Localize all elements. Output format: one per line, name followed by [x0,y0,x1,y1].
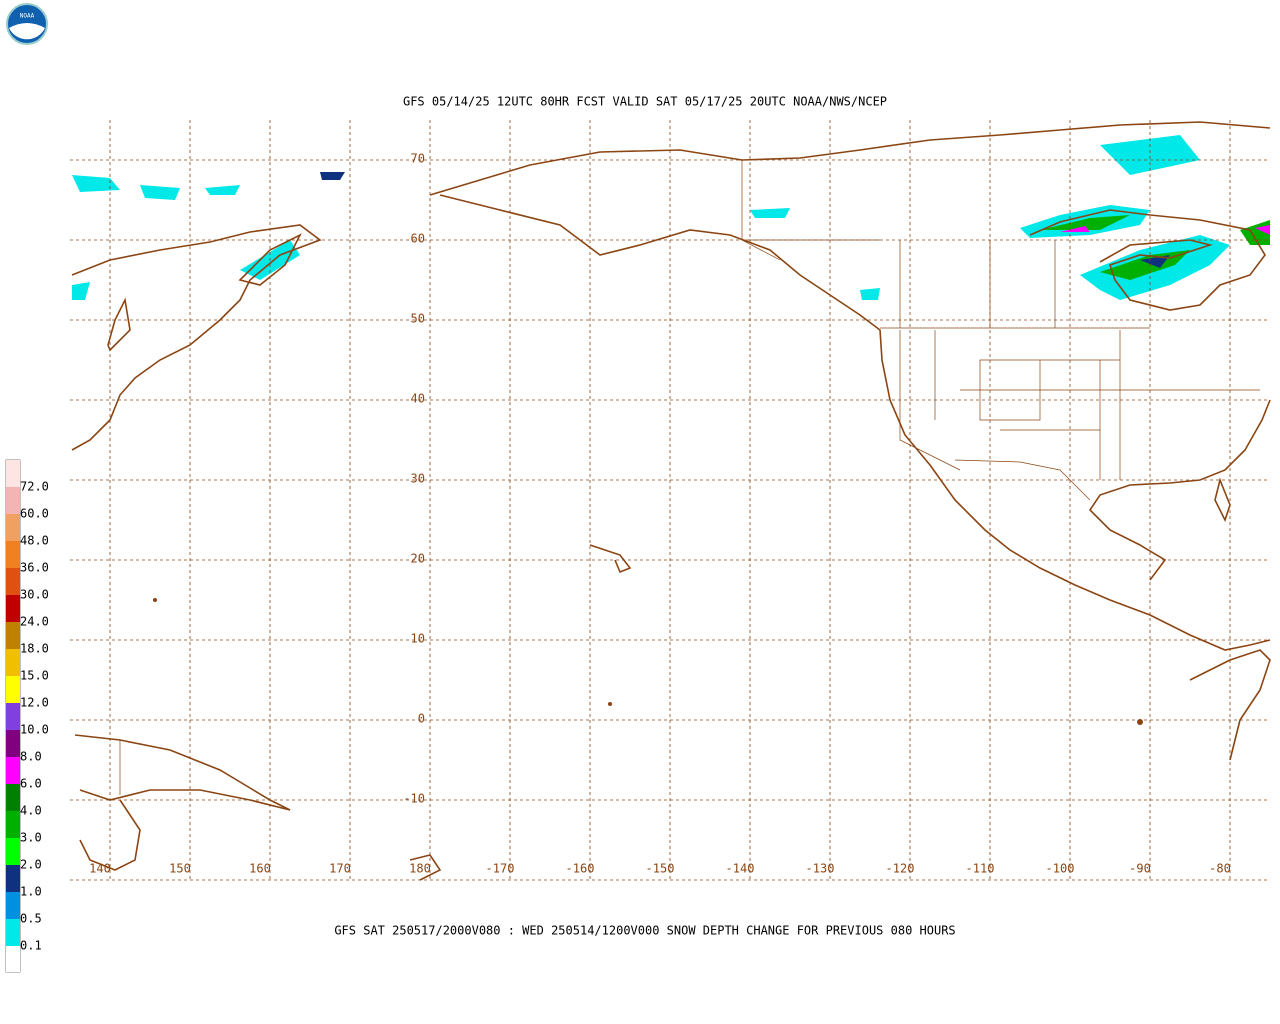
lat-label: 0 [418,712,425,726]
legend-label: 0.1 [20,939,42,953]
legend-swatch [6,730,20,757]
legend-swatch [6,622,20,649]
lon-label: -150 [646,862,675,876]
lon-label: -100 [1046,862,1075,876]
legend-swatch [6,703,20,730]
legend-label: 8.0 [20,750,42,764]
lon-label: -90 [1129,862,1151,876]
legend-swatch [6,865,20,892]
legend-label: 72.0 [20,480,49,494]
lat-label: 10 [411,632,425,646]
legend-label: 0.5 [20,912,42,926]
lat-label: 60 [411,232,425,246]
legend-label: 3.0 [20,831,42,845]
lat-label: 20 [411,552,425,566]
lon-label: -110 [966,862,995,876]
legend-swatch [6,649,20,676]
legend-swatch [6,460,20,487]
svg-text:NOAA: NOAA [20,13,35,20]
snow-areas [72,135,1270,300]
lat-label: -10 [403,792,425,806]
lat-label: 40 [411,392,425,406]
lon-label: 150 [169,862,191,876]
legend-label: 24.0 [20,615,49,629]
legend-swatch [6,919,20,946]
lat-label: 30 [411,472,425,486]
lon-label: -170 [486,862,515,876]
legend-label: 10.0 [20,723,49,737]
lon-label: 160 [249,862,271,876]
lon-label: 180 [409,862,431,876]
legend-label: 1.0 [20,885,42,899]
legend-swatch [6,514,20,541]
lon-label: -140 [726,862,755,876]
lat-label: 70 [411,152,425,166]
legend-label: 48.0 [20,534,49,548]
legend-swatch [6,892,20,919]
legend-swatch [6,784,20,811]
legend-swatch [6,568,20,595]
legend-swatch [6,676,20,703]
legend-label: 15.0 [20,669,49,683]
legend-label: 36.0 [20,561,49,575]
legend-swatch [6,541,20,568]
lon-label: -120 [886,862,915,876]
legend-label: 18.0 [20,642,49,656]
legend-swatch [6,595,20,622]
legend-label: 4.0 [20,804,42,818]
legend-swatch [6,811,20,838]
legend-swatch [6,838,20,865]
map-title: GFS 05/14/25 12UTC 80HR FCST VALID SAT 0… [403,95,887,109]
lon-label: -160 [566,862,595,876]
lon-label: -80 [1209,862,1231,876]
lat-label: 50 [411,312,425,326]
legend-label: 6.0 [20,777,42,791]
legend-swatch [6,946,20,972]
legend-label: 60.0 [20,507,49,521]
legend-swatch [6,487,20,514]
lon-label: 140 [89,862,111,876]
map-caption: GFS SAT 250517/2000V080 : WED 250514/120… [334,924,955,938]
noaa-logo: NOAA [6,3,48,45]
legend-label: 30.0 [20,588,49,602]
legend-label: 2.0 [20,858,42,872]
lon-label: 170 [329,862,351,876]
legend-label: 12.0 [20,696,49,710]
legend-swatch [6,757,20,784]
lon-label: -130 [806,862,835,876]
coastlines [70,120,1271,881]
